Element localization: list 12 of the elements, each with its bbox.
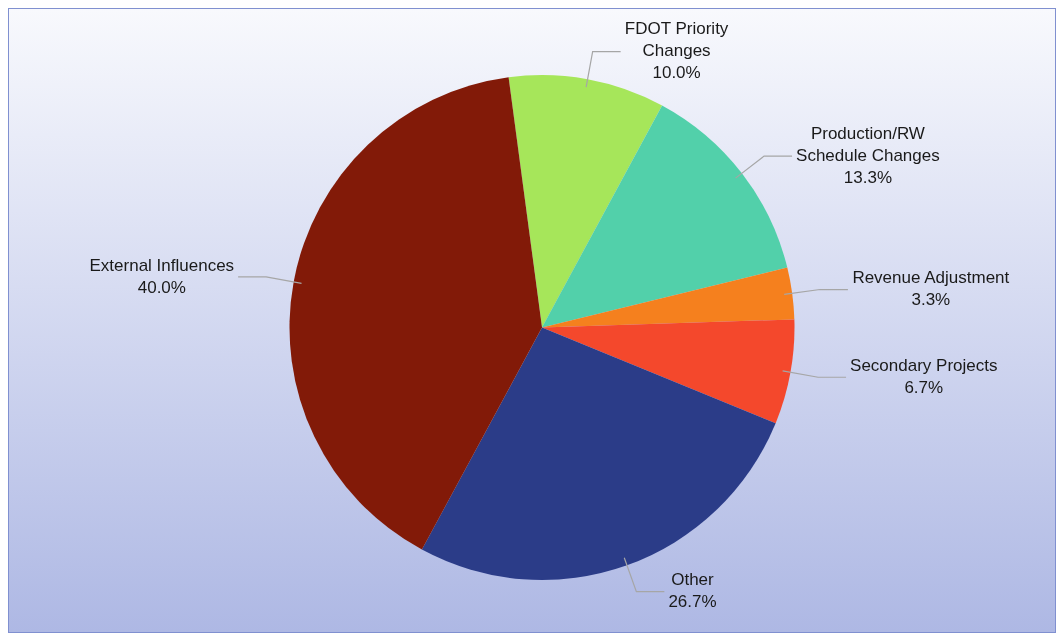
data-label: 13.3% xyxy=(843,167,892,187)
slice-label: Production/RW Schedule Changes xyxy=(796,123,940,165)
slice-label: FDOT Priority Changes xyxy=(624,19,729,61)
data-label: 26.7% xyxy=(668,592,717,612)
data-label: 3.3% xyxy=(911,290,951,310)
data-label: 10.0% xyxy=(652,63,701,83)
slice-label: External Influences xyxy=(89,255,235,275)
slice-label: Secondary Projects xyxy=(850,355,998,375)
data-label: 40.0% xyxy=(137,277,186,297)
slice-label: Other xyxy=(671,570,715,590)
data-label: 6.7% xyxy=(904,377,944,397)
slice-label: Revenue Adjustment xyxy=(852,268,1010,288)
